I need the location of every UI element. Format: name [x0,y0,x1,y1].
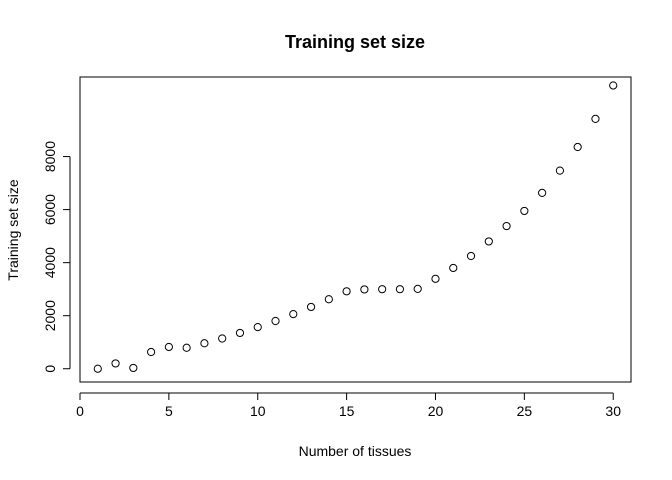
data-point [502,221,511,231]
x-tick-label: 0 [76,403,84,419]
data-point [146,347,156,357]
data-point [93,364,102,373]
data-point [520,206,529,216]
x-axis: 0 5 10 15 20 25 30 [76,392,621,419]
data-point [289,310,298,319]
data-point [111,359,120,368]
y-tick-label: 0 [42,365,58,373]
y-axis: 0 2000 4000 6000 8000 [42,141,71,373]
data-points [93,81,618,373]
data-point [431,274,440,283]
data-point [466,251,476,261]
data-point [378,285,387,294]
x-tick-label: 10 [250,403,266,419]
chart-title: Training set size [285,32,425,52]
data-point [218,334,227,343]
x-tick-label: 25 [517,403,533,419]
y-tick-label: 4000 [42,247,58,278]
data-point [591,114,600,124]
y-axis-label: Training set size [5,179,21,281]
data-point [395,285,405,294]
data-point [449,263,458,273]
data-point [538,188,547,197]
x-tick-label: 20 [428,403,444,419]
y-tick-label: 2000 [42,300,58,331]
data-point [360,285,369,294]
data-point [306,302,316,312]
x-tick-label: 30 [605,403,621,419]
data-point [342,287,351,296]
x-tick-label: 15 [339,403,355,419]
data-point [413,284,422,294]
x-axis-label: Number of tissues [299,443,412,459]
data-point [129,363,138,373]
x-tick-label: 5 [165,403,173,419]
data-point [235,328,245,338]
plot-frame [79,76,632,383]
y-tick-label: 8000 [42,141,58,172]
data-point [271,316,280,326]
data-point [182,343,191,352]
data-point [609,81,618,90]
data-point [324,295,333,304]
data-point [253,323,262,332]
data-point [200,339,209,348]
data-point [164,342,173,352]
y-tick-label: 6000 [42,194,58,225]
data-point [555,166,565,175]
data-point [484,237,493,246]
data-point [573,142,582,152]
